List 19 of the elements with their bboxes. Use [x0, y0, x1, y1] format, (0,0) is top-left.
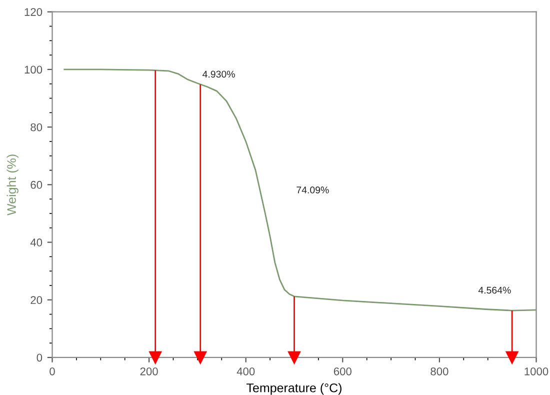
y-tick-label: 40	[30, 238, 42, 246]
x-tick-label: 800	[430, 367, 448, 376]
annotation: 74.09%	[296, 186, 329, 194]
line-series	[64, 68, 536, 312]
y-tick-label: 20	[30, 296, 42, 304]
y-tick-label: 80	[30, 123, 42, 132]
x-tick-label: 0	[50, 367, 55, 376]
x-tick-label: 200	[140, 367, 158, 376]
annotation: 4.564%	[478, 286, 511, 294]
y-tick-label: 60	[30, 180, 42, 189]
y-axis-title: Weight (%)	[6, 154, 18, 216]
x-tick-label: 400	[236, 367, 255, 376]
y-tick-label: 100	[24, 66, 42, 74]
y-tick-label: 0	[36, 354, 42, 362]
annotation: 4.930%	[202, 70, 235, 78]
x-axis-title: Temperature (°C)	[246, 383, 342, 395]
x-tick-label: 600	[334, 367, 352, 376]
y-tick-label: 120	[24, 8, 42, 16]
x-tick-label: 1000	[524, 367, 548, 376]
